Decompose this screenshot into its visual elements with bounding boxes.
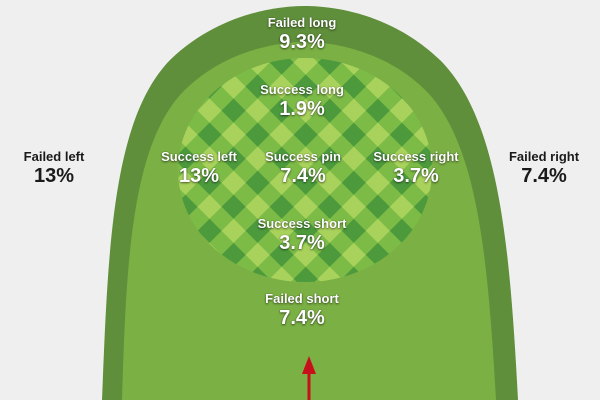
arrow-up-icon bbox=[302, 356, 316, 400]
success-short-label: Success short bbox=[257, 216, 347, 231]
failed-short-value: 7.4% bbox=[279, 307, 325, 329]
success-short-value: 3.7% bbox=[279, 232, 325, 254]
failed-short-zone: Failed short 7.4% bbox=[265, 291, 339, 330]
success-long-value: 1.9% bbox=[279, 98, 325, 120]
failed-left-label: Failed left bbox=[23, 149, 85, 164]
failed-short-label: Failed short bbox=[265, 291, 339, 306]
success-pin-label: Success pin bbox=[265, 149, 341, 164]
failed-right-zone: Failed right 7.4% bbox=[509, 149, 579, 188]
putting-green bbox=[178, 58, 432, 282]
failed-long-value: 9.3% bbox=[279, 31, 325, 53]
failed-right-value: 7.4% bbox=[521, 165, 567, 187]
success-right-value: 3.7% bbox=[393, 165, 439, 187]
failed-right-label: Failed right bbox=[508, 149, 580, 164]
success-pin-zone: Success pin 7.4% bbox=[265, 149, 341, 188]
success-left-zone: Success left 13% bbox=[161, 149, 237, 188]
success-right-zone: Success right 3.7% bbox=[373, 149, 458, 188]
failed-left-value: 13% bbox=[33, 165, 75, 187]
failed-left-zone: Failed left 13% bbox=[24, 149, 85, 188]
success-left-value: 13% bbox=[178, 165, 220, 187]
success-short-zone: Success short 3.7% bbox=[258, 216, 347, 255]
success-pin-value: 7.4% bbox=[280, 165, 326, 187]
success-left-label: Success left bbox=[161, 149, 237, 164]
success-right-label: Success right bbox=[373, 149, 459, 164]
success-long-label: Success long bbox=[260, 82, 344, 97]
failed-long-label: Failed long bbox=[267, 15, 337, 30]
failed-long-zone: Failed long 9.3% bbox=[268, 15, 337, 54]
success-long-zone: Success long 1.9% bbox=[260, 82, 344, 121]
